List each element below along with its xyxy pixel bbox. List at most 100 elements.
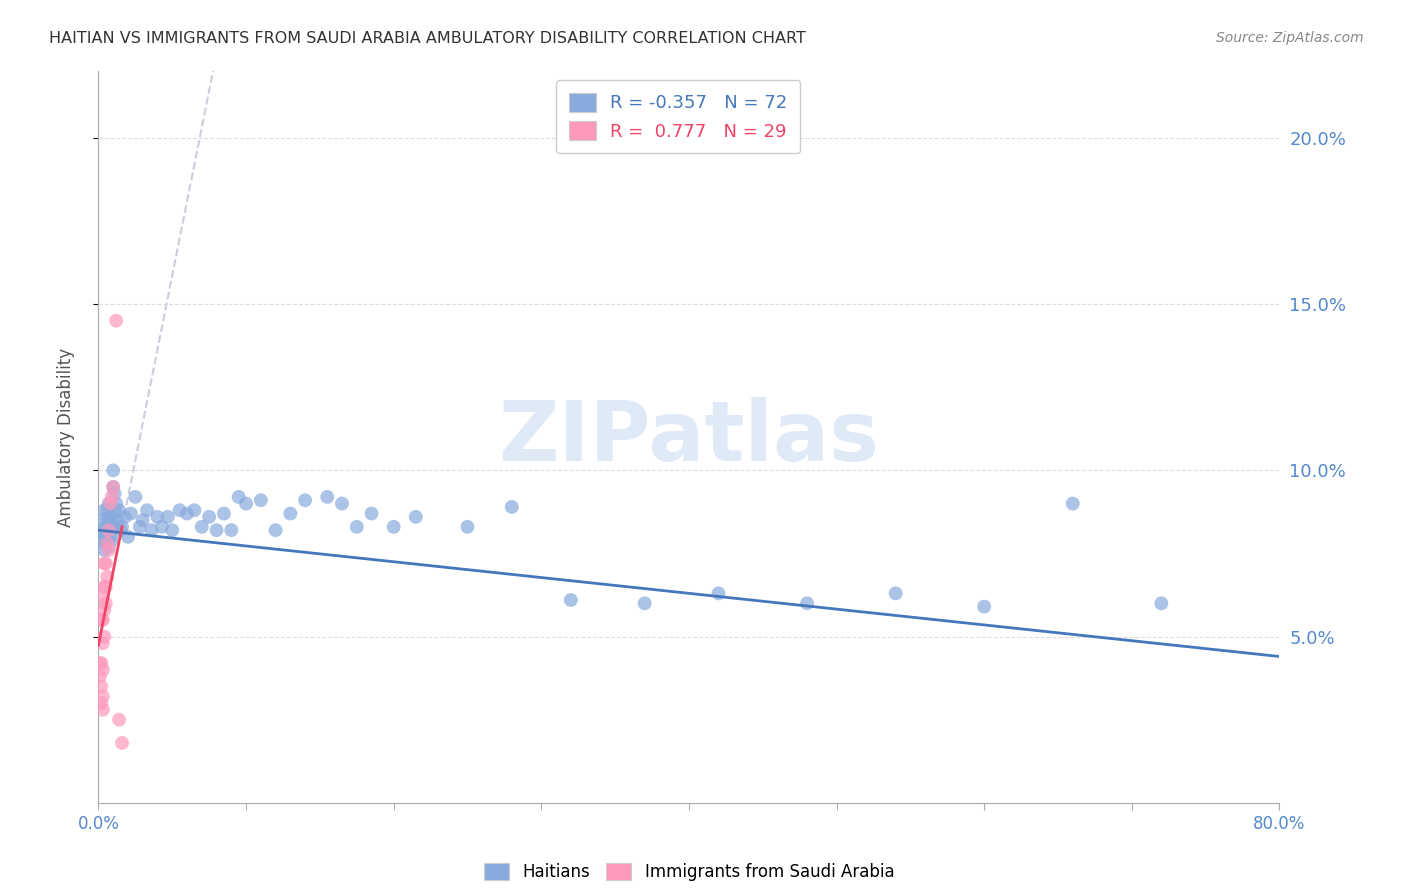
Point (104, 486, 127, 500)
Point (90, 656, 112, 670)
Point (96, 570, 118, 584)
Point (250, 493, 273, 508)
Text: HAITIAN VS IMMIGRANTS FROM SAUDI ARABIA AMBULATORY DISABILITY CORRELATION CHART: HAITIAN VS IMMIGRANTS FROM SAUDI ARABIA … (49, 31, 806, 46)
Point (98, 530, 121, 544)
Point (100, 533, 122, 548)
Point (94, 557, 117, 571)
Point (89, 669, 111, 683)
Point (330, 497, 353, 511)
Point (105, 314, 128, 328)
Point (183, 503, 205, 517)
Point (97, 497, 120, 511)
Y-axis label: Ambulatory Disability: Ambulatory Disability (56, 348, 75, 526)
Point (108, 503, 131, 517)
Point (91, 533, 114, 548)
Point (156, 509, 179, 524)
Point (100, 513, 122, 527)
Point (501, 500, 523, 514)
Point (98, 520, 121, 534)
Point (91, 703, 114, 717)
Point (97, 540, 120, 554)
Point (219, 523, 242, 537)
Point (198, 509, 221, 524)
Point (128, 520, 150, 534)
Point (93, 503, 115, 517)
Point (1062, 497, 1084, 511)
Point (96, 513, 118, 527)
Point (360, 507, 382, 521)
Point (176, 507, 198, 521)
Point (97, 523, 120, 537)
Point (294, 493, 316, 508)
Point (97, 523, 120, 537)
Point (1150, 596, 1173, 610)
Point (316, 490, 339, 504)
Text: Source: ZipAtlas.com: Source: ZipAtlas.com (1216, 31, 1364, 45)
Point (111, 520, 134, 534)
Point (94, 536, 117, 550)
Point (96, 536, 118, 550)
Point (100, 490, 122, 504)
Point (97, 543, 120, 558)
Text: ZIPatlas: ZIPatlas (499, 397, 879, 477)
Legend: Haitians, Immigrants from Saudi Arabia: Haitians, Immigrants from Saudi Arabia (475, 855, 903, 889)
Point (98, 509, 121, 524)
Point (90, 613, 112, 627)
Point (141, 523, 163, 537)
Point (633, 596, 655, 610)
Point (93, 630, 115, 644)
Point (94, 580, 117, 594)
Point (91, 613, 114, 627)
Point (91, 663, 114, 677)
Point (191, 520, 214, 534)
Point (96, 533, 118, 548)
Point (93, 526, 115, 541)
Point (346, 520, 368, 534)
Point (96, 503, 118, 517)
Point (105, 520, 128, 534)
Point (93, 603, 115, 617)
Point (98, 497, 121, 511)
Point (150, 520, 173, 534)
Point (796, 596, 818, 610)
Point (162, 523, 183, 537)
Point (103, 480, 125, 494)
Point (105, 497, 128, 511)
Point (456, 520, 478, 534)
Point (107, 513, 129, 527)
Point (264, 523, 287, 537)
Point (707, 586, 730, 600)
Point (124, 490, 146, 504)
Point (235, 497, 257, 511)
Point (405, 509, 427, 524)
Point (114, 509, 136, 524)
Point (91, 513, 114, 527)
Point (110, 523, 132, 537)
Point (89, 656, 111, 670)
Point (205, 523, 228, 537)
Point (212, 507, 235, 521)
Point (90, 680, 112, 694)
Point (104, 503, 127, 517)
Point (278, 507, 302, 521)
Point (884, 586, 907, 600)
Point (560, 593, 582, 607)
Point (132, 513, 155, 527)
Point (91, 636, 114, 650)
Point (103, 480, 125, 494)
Point (103, 463, 125, 477)
Point (93, 543, 115, 558)
Point (382, 520, 405, 534)
Point (146, 509, 169, 524)
Point (111, 736, 134, 750)
Point (91, 690, 114, 704)
Point (136, 503, 159, 517)
Point (94, 596, 117, 610)
Point (117, 530, 139, 544)
Point (108, 713, 131, 727)
Point (93, 580, 115, 594)
Point (228, 490, 250, 504)
Point (91, 590, 114, 604)
Point (973, 599, 995, 614)
Point (90, 696, 112, 710)
